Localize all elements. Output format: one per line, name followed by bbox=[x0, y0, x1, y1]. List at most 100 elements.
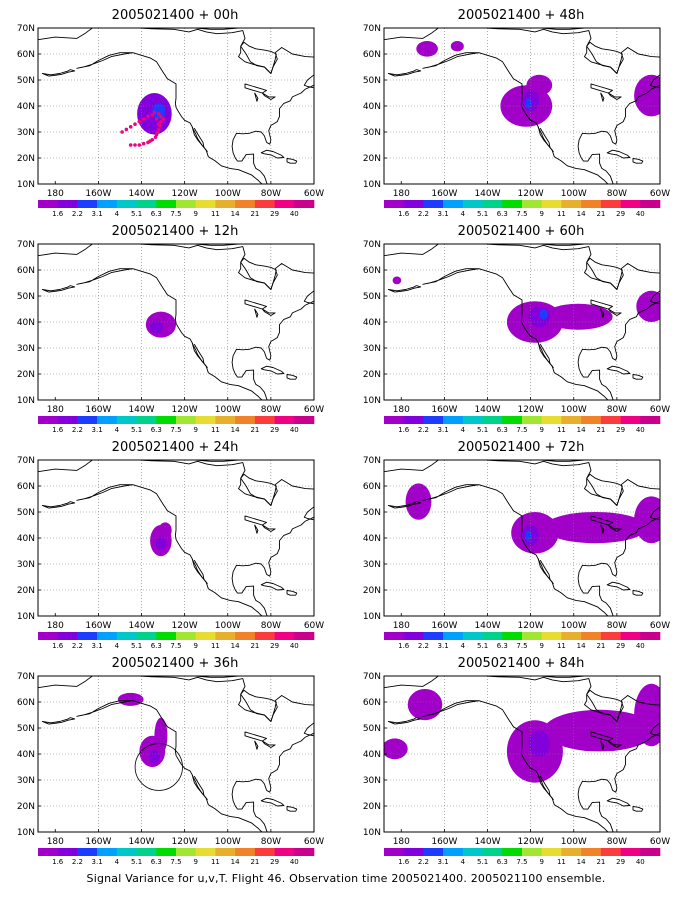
lat-tick-label: 40N bbox=[363, 750, 381, 760]
coastlines bbox=[384, 28, 660, 184]
observation-point bbox=[157, 112, 161, 116]
legend-swatch bbox=[136, 632, 157, 640]
legend-swatch bbox=[176, 632, 196, 640]
legend-swatch bbox=[522, 632, 542, 640]
legend-label: 11 bbox=[557, 210, 566, 218]
legend-swatch bbox=[77, 848, 98, 856]
lat-tick-label: 60N bbox=[17, 266, 35, 276]
coastlines bbox=[384, 244, 660, 400]
observation-point bbox=[154, 117, 159, 121]
legend-swatch bbox=[482, 632, 503, 640]
legend-label: 7.5 bbox=[170, 426, 181, 434]
legend-swatch bbox=[541, 632, 562, 640]
lon-tick-label: 80W bbox=[261, 405, 281, 415]
map-panel-60h: 2005021400 + 60h 70N 60N 50N 40N 30N 20N 10N 18… bbox=[356, 224, 686, 434]
variance-region bbox=[117, 692, 144, 706]
observation-point bbox=[159, 114, 163, 119]
legend-swatch bbox=[384, 848, 404, 856]
legend-swatch bbox=[274, 416, 295, 424]
panel-title: 2005021400 + 60h bbox=[457, 224, 585, 239]
legend-swatch bbox=[116, 200, 137, 208]
lat-tick-label: 20N bbox=[363, 802, 381, 812]
legend-label: 4 bbox=[115, 426, 120, 434]
lon-tick-label: 120W bbox=[518, 837, 544, 847]
plot-area bbox=[384, 460, 660, 616]
lon-tick-label: 60W bbox=[304, 621, 324, 631]
lat-tick-label: 70N bbox=[17, 240, 35, 250]
map-plot: 70N 60N 50N 40N 30N 20N 10N 180 160W 140W 120W 100W… bbox=[363, 456, 670, 650]
legend-label: 21 bbox=[596, 858, 605, 866]
legend-label: 40 bbox=[636, 426, 645, 434]
legend-label: 40 bbox=[290, 858, 299, 866]
legend-swatch bbox=[195, 416, 216, 424]
legend-label: 6.3 bbox=[151, 426, 162, 434]
legend-swatch bbox=[561, 200, 582, 208]
legend-label: 1.6 bbox=[398, 858, 410, 866]
lat-tick-label: 40N bbox=[17, 102, 35, 112]
legend-label: 6.3 bbox=[497, 858, 508, 866]
legend-swatch bbox=[97, 632, 118, 640]
lon-tick-label: 120W bbox=[518, 405, 544, 415]
lon-tick-label: 60W bbox=[304, 405, 324, 415]
lat-tick-label: 20N bbox=[17, 370, 35, 380]
legend-label: 2.2 bbox=[418, 642, 429, 650]
legend-label: 21 bbox=[250, 210, 259, 218]
variance-region bbox=[155, 536, 167, 550]
legend-swatch bbox=[136, 848, 157, 856]
legend-label: 14 bbox=[577, 858, 586, 866]
legend-label: 21 bbox=[596, 426, 605, 434]
legend-swatch bbox=[384, 200, 404, 208]
legend-swatch bbox=[38, 416, 58, 424]
coastlines bbox=[384, 460, 660, 616]
legend-label: 3.1 bbox=[92, 858, 103, 866]
legend-swatch bbox=[235, 416, 256, 424]
legend-label: 9 bbox=[193, 426, 197, 434]
legend-swatch bbox=[403, 416, 424, 424]
lon-tick-label: 140W bbox=[474, 189, 500, 199]
lat-tick-label: 60N bbox=[17, 482, 35, 492]
legend-swatch bbox=[294, 416, 315, 424]
map-panel-24h: 2005021400 + 24h 70N 60N 50N 40N 30N 20N 10N 18… bbox=[10, 440, 340, 650]
observation-point bbox=[159, 119, 163, 124]
legend-swatch bbox=[443, 632, 464, 640]
lat-tick-label: 20N bbox=[363, 586, 381, 596]
legend-label: 40 bbox=[290, 210, 299, 218]
legend-swatch bbox=[581, 632, 602, 640]
legend-swatch bbox=[116, 848, 137, 856]
lon-tick-label: 140W bbox=[474, 621, 500, 631]
legend-label: 6.3 bbox=[497, 426, 508, 434]
lat-tick-label: 20N bbox=[17, 154, 35, 164]
legend-swatch bbox=[57, 416, 78, 424]
variance-region bbox=[634, 683, 660, 747]
legend-swatch bbox=[581, 200, 602, 208]
legend-label: 9 bbox=[193, 210, 197, 218]
legend-swatch bbox=[600, 200, 621, 208]
legend-label: 5.1 bbox=[131, 642, 142, 650]
legend-label: 7.5 bbox=[170, 210, 181, 218]
lon-tick-label: 120W bbox=[172, 621, 198, 631]
legend-swatch bbox=[215, 848, 236, 856]
lon-tick-label: 160W bbox=[85, 837, 111, 847]
lat-tick-label: 40N bbox=[363, 534, 381, 544]
lon-tick-label: 120W bbox=[518, 189, 544, 199]
lat-tick-label: 70N bbox=[17, 456, 35, 466]
legend-label: 1.6 bbox=[398, 426, 410, 434]
legend-label: 4 bbox=[115, 858, 120, 866]
lat-tick-label: 70N bbox=[363, 24, 381, 34]
lat-tick-label: 10N bbox=[363, 612, 381, 622]
legend-label: 40 bbox=[290, 642, 299, 650]
coastlines bbox=[38, 28, 314, 184]
lat-tick-label: 30N bbox=[17, 560, 35, 570]
legend-swatch bbox=[640, 200, 661, 208]
legend-swatch bbox=[235, 848, 256, 856]
legend-label: 2.2 bbox=[72, 210, 83, 218]
lon-tick-label: 140W bbox=[474, 837, 500, 847]
lon-tick-label: 100W bbox=[561, 621, 587, 631]
lon-tick-label: 180 bbox=[47, 189, 64, 199]
legend-swatch bbox=[462, 416, 483, 424]
lon-tick-label: 160W bbox=[431, 405, 457, 415]
legend-swatch bbox=[215, 416, 236, 424]
legend-label: 14 bbox=[577, 210, 586, 218]
legend-label: 29 bbox=[616, 426, 625, 434]
lon-tick-label: 80W bbox=[261, 621, 281, 631]
